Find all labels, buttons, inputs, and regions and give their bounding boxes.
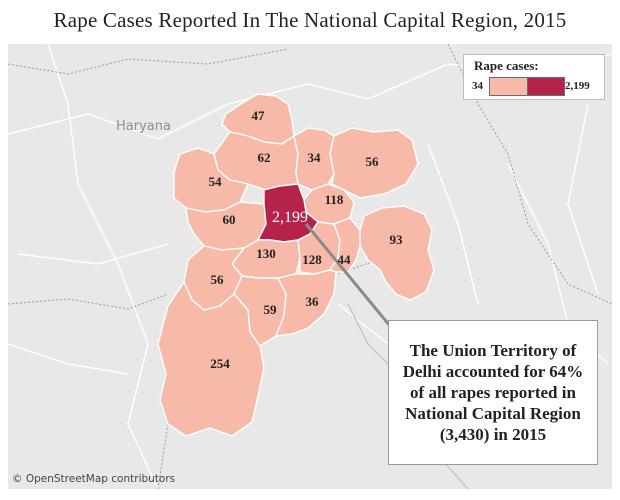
region-254[interactable] bbox=[157, 280, 265, 437]
region-label-130: 130 bbox=[256, 246, 276, 261]
place-label-haryana: Haryana bbox=[116, 119, 171, 134]
region-label-93: 93 bbox=[390, 232, 404, 247]
legend-title: Rape cases: bbox=[474, 58, 539, 73]
region-44[interactable] bbox=[328, 217, 361, 273]
legend-min-label: 34 bbox=[472, 80, 483, 92]
region-label-44: 44 bbox=[338, 252, 352, 267]
region-labels: 47 62 34 56 54 118 60 2,199 93 130 128 4… bbox=[209, 108, 404, 371]
annotation-callout: The Union Territory of Delhi accounted f… bbox=[388, 320, 598, 465]
region-36[interactable] bbox=[274, 269, 337, 337]
region-label-128: 128 bbox=[302, 252, 322, 267]
map-attribution[interactable]: © OpenStreetMap contributors bbox=[12, 473, 176, 485]
region-label-59: 59 bbox=[264, 302, 278, 317]
region-93[interactable] bbox=[359, 205, 435, 301]
district-layer bbox=[157, 93, 435, 437]
choropleth-map: Haryana 47 62 34 56 bbox=[8, 44, 612, 489]
map-canvas[interactable]: Haryana 47 62 34 56 bbox=[8, 44, 612, 489]
region-label-delhi: 2,199 bbox=[272, 209, 308, 226]
legend-high-swatch bbox=[526, 78, 564, 95]
region-label-56-northeast: 56 bbox=[366, 154, 380, 169]
region-label-47: 47 bbox=[252, 108, 266, 123]
region-label-254: 254 bbox=[210, 356, 230, 371]
region-label-36: 36 bbox=[306, 294, 320, 309]
region-label-34: 34 bbox=[308, 150, 322, 165]
map-title: Rape Cases Reported In The National Capi… bbox=[53, 8, 567, 32]
legend-low-swatch bbox=[490, 78, 527, 95]
legend-color-scale bbox=[489, 77, 565, 96]
region-label-118: 118 bbox=[325, 192, 344, 207]
region-56-northeast[interactable] bbox=[329, 127, 419, 199]
region-label-62: 62 bbox=[258, 150, 271, 165]
map-legend: Rape cases: 34 2,199 bbox=[463, 54, 605, 100]
region-label-60: 60 bbox=[223, 212, 236, 227]
region-label-56-west: 56 bbox=[211, 272, 225, 287]
callout-leader-line bbox=[304, 223, 392, 327]
region-label-54: 54 bbox=[209, 174, 223, 189]
region-34[interactable] bbox=[293, 127, 335, 191]
legend-max-label: 2,199 bbox=[565, 80, 590, 92]
callout-text: The Union Territory of Delhi accounted f… bbox=[402, 341, 584, 444]
